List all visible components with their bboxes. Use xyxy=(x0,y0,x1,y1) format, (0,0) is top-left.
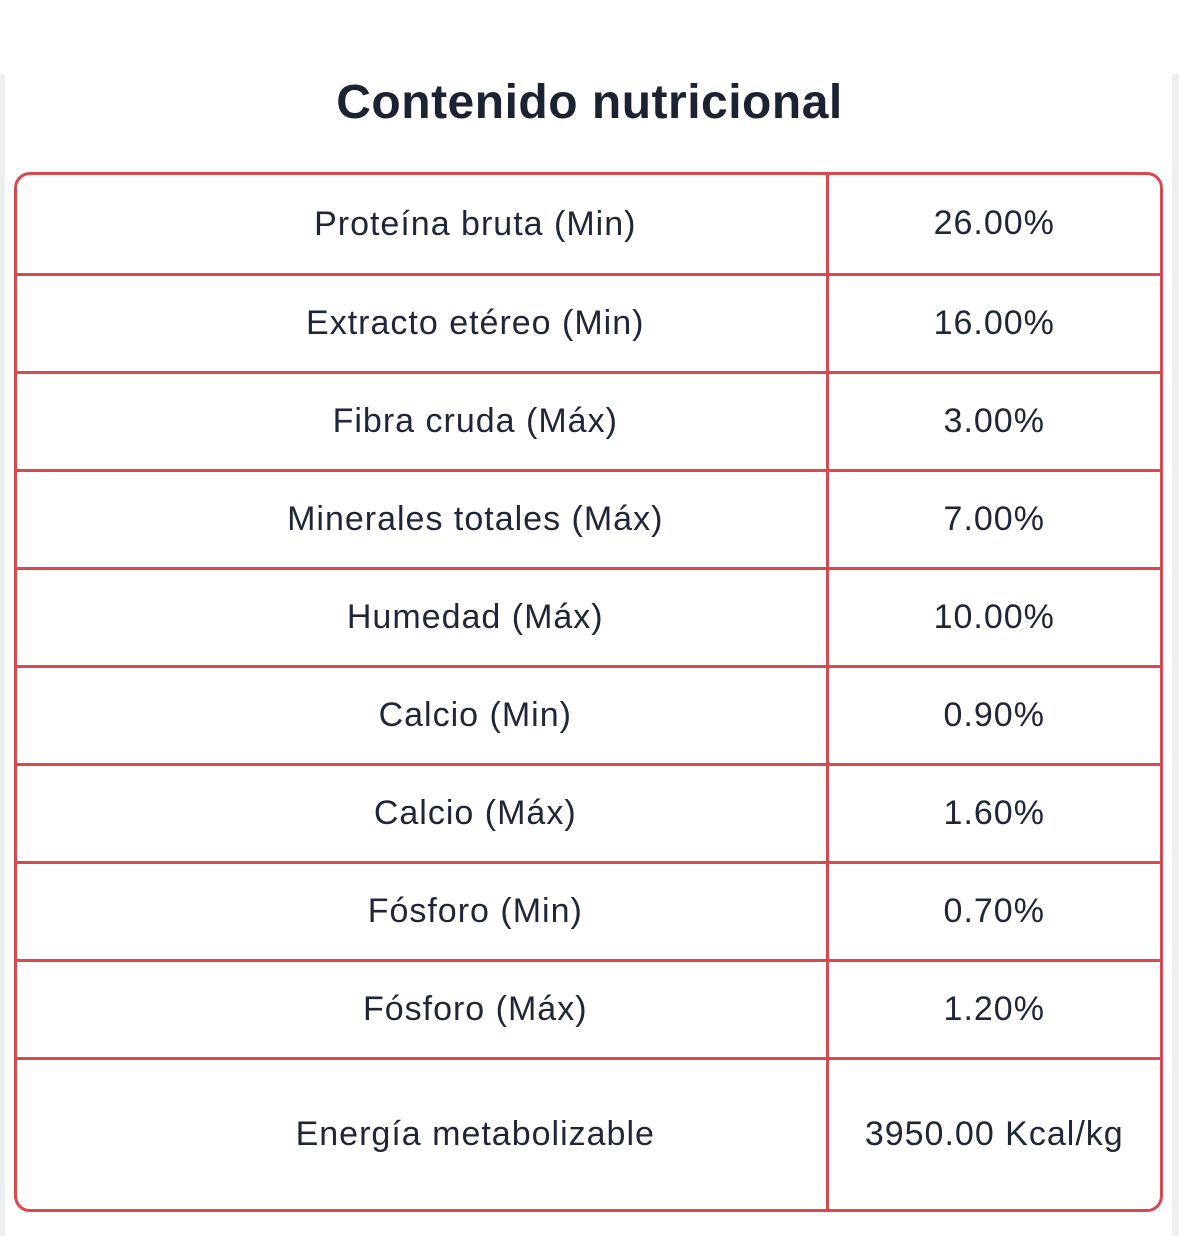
table-row: Fósforo (Máx) 1.20% xyxy=(17,959,1160,1057)
nutrient-value: 7.00% xyxy=(943,499,1045,538)
nutrient-label: Proteína bruta (Min) xyxy=(17,175,829,273)
nutrition-table: Proteína bruta (Min) 26.00% Extracto eté… xyxy=(14,172,1163,1212)
nutrient-value: 1.60% xyxy=(943,793,1045,832)
table-row: Calcio (Min) 0.90% xyxy=(17,665,1160,763)
page-edge-left xyxy=(0,74,5,1236)
nutrient-label: Fibra cruda (Máx) xyxy=(17,374,829,469)
nutrient-label: Energía metabolizable xyxy=(17,1060,829,1209)
nutrient-value: 26.00% xyxy=(933,204,1055,243)
table-row: Fósforo (Min) 0.70% xyxy=(17,861,1160,959)
nutrient-value: 16.00% xyxy=(933,303,1055,342)
nutrient-label: Humedad (Máx) xyxy=(17,570,829,665)
table-row: Proteína bruta (Min) 26.00% xyxy=(17,175,1160,273)
table-row: Energía metabolizable 3950.00 Kcal/kg xyxy=(17,1057,1160,1209)
table-row: Calcio (Máx) 1.60% xyxy=(17,763,1160,861)
nutrient-value: 3950.00 Kcal/kg xyxy=(864,1114,1124,1153)
nutrient-value: 3.00% xyxy=(943,401,1045,440)
table-row: Minerales totales (Máx) 7.00% xyxy=(17,469,1160,567)
nutrient-label: Fósforo (Min) xyxy=(17,864,829,959)
table-row: Extracto etéreo (Min) 16.00% xyxy=(17,273,1160,371)
nutrient-label: Extracto etéreo (Min) xyxy=(17,276,829,371)
table-row: Humedad (Máx) 10.00% xyxy=(17,567,1160,665)
nutrient-value: 0.70% xyxy=(943,891,1045,930)
nutrient-label: Minerales totales (Máx) xyxy=(17,472,829,567)
page-edge-right xyxy=(1172,74,1179,1236)
nutrient-label: Calcio (Min) xyxy=(17,668,829,763)
nutrient-value: 0.90% xyxy=(943,695,1045,734)
table-row: Fibra cruda (Máx) 3.00% xyxy=(17,371,1160,469)
nutrient-label: Fósforo (Máx) xyxy=(17,962,829,1057)
nutrient-label: Calcio (Máx) xyxy=(17,766,829,861)
nutrient-value: 10.00% xyxy=(933,597,1055,636)
page-title: Contenido nutricional xyxy=(336,76,843,129)
nutrient-value: 1.20% xyxy=(943,989,1045,1028)
